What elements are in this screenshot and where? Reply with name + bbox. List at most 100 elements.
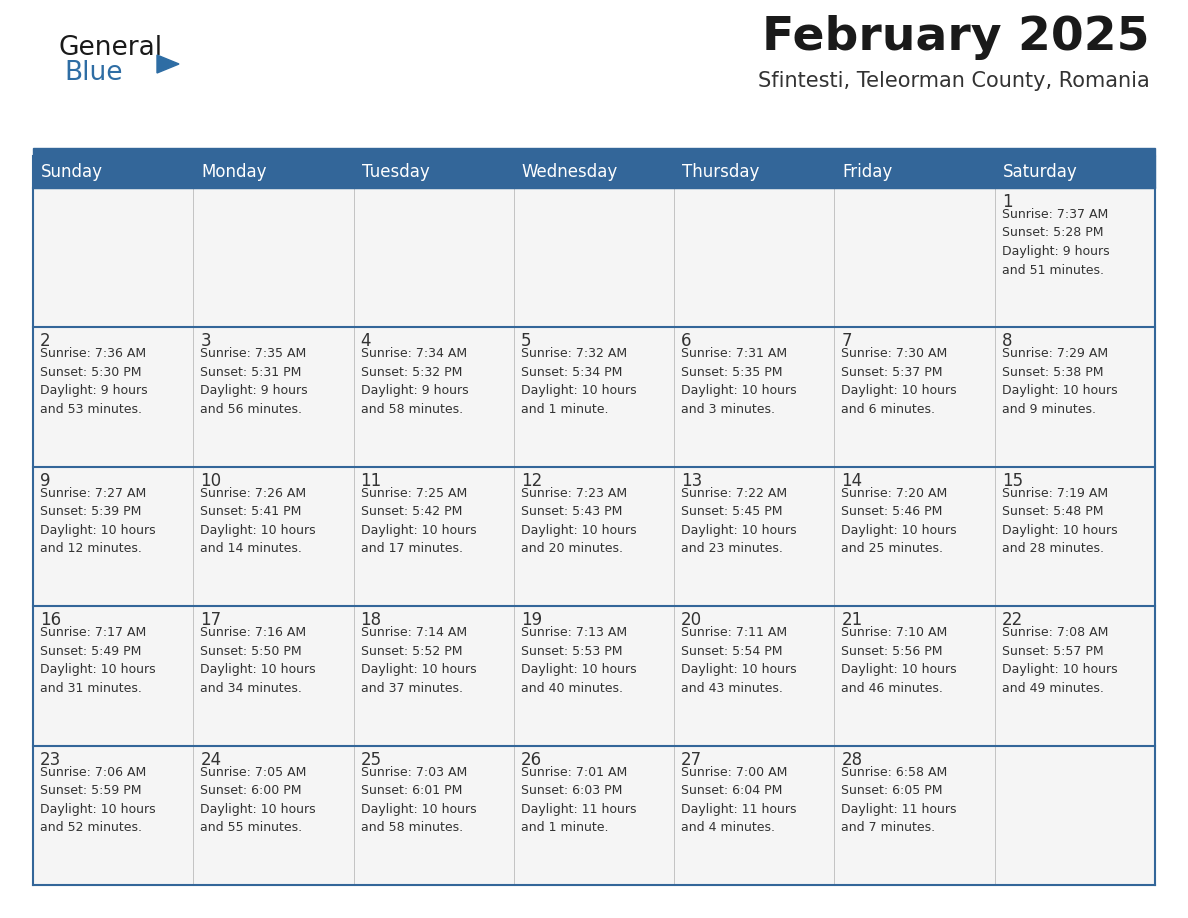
Bar — [994, 156, 1155, 188]
Bar — [354, 188, 514, 328]
Text: 15: 15 — [1001, 472, 1023, 490]
Text: Monday: Monday — [201, 163, 267, 181]
Bar — [354, 745, 514, 885]
Text: 22: 22 — [1001, 611, 1023, 629]
Bar — [834, 745, 994, 885]
Text: Sunrise: 7:01 AM
Sunset: 6:03 PM
Daylight: 11 hours
and 1 minute.: Sunrise: 7:01 AM Sunset: 6:03 PM Dayligh… — [520, 766, 637, 834]
Text: Sunrise: 7:08 AM
Sunset: 5:57 PM
Daylight: 10 hours
and 49 minutes.: Sunrise: 7:08 AM Sunset: 5:57 PM Dayligh… — [1001, 626, 1118, 695]
Text: Sunrise: 7:30 AM
Sunset: 5:37 PM
Daylight: 10 hours
and 6 minutes.: Sunrise: 7:30 AM Sunset: 5:37 PM Dayligh… — [841, 347, 958, 416]
Text: Sunrise: 7:25 AM
Sunset: 5:42 PM
Daylight: 10 hours
and 17 minutes.: Sunrise: 7:25 AM Sunset: 5:42 PM Dayligh… — [361, 487, 476, 555]
Text: 5: 5 — [520, 332, 531, 351]
Bar — [354, 606, 514, 745]
Bar — [674, 188, 834, 328]
Text: Sunrise: 7:29 AM
Sunset: 5:38 PM
Daylight: 10 hours
and 9 minutes.: Sunrise: 7:29 AM Sunset: 5:38 PM Dayligh… — [1001, 347, 1118, 416]
Text: 19: 19 — [520, 611, 542, 629]
Text: 27: 27 — [681, 751, 702, 768]
Text: Sunrise: 7:37 AM
Sunset: 5:28 PM
Daylight: 9 hours
and 51 minutes.: Sunrise: 7:37 AM Sunset: 5:28 PM Dayligh… — [1001, 208, 1110, 276]
Bar — [994, 606, 1155, 745]
Text: Friday: Friday — [842, 163, 892, 181]
Bar — [194, 606, 354, 745]
Text: 4: 4 — [361, 332, 371, 351]
Text: Sunrise: 7:14 AM
Sunset: 5:52 PM
Daylight: 10 hours
and 37 minutes.: Sunrise: 7:14 AM Sunset: 5:52 PM Dayligh… — [361, 626, 476, 695]
Text: Sunrise: 7:19 AM
Sunset: 5:48 PM
Daylight: 10 hours
and 28 minutes.: Sunrise: 7:19 AM Sunset: 5:48 PM Dayligh… — [1001, 487, 1118, 555]
Bar — [354, 466, 514, 606]
Text: Thursday: Thursday — [682, 163, 759, 181]
Text: Sunrise: 7:16 AM
Sunset: 5:50 PM
Daylight: 10 hours
and 34 minutes.: Sunrise: 7:16 AM Sunset: 5:50 PM Dayligh… — [201, 626, 316, 695]
Bar — [33, 156, 194, 188]
Bar — [33, 745, 194, 885]
Text: Sunrise: 7:11 AM
Sunset: 5:54 PM
Daylight: 10 hours
and 43 minutes.: Sunrise: 7:11 AM Sunset: 5:54 PM Dayligh… — [681, 626, 797, 695]
Text: 16: 16 — [40, 611, 61, 629]
Text: Sunrise: 7:05 AM
Sunset: 6:00 PM
Daylight: 10 hours
and 55 minutes.: Sunrise: 7:05 AM Sunset: 6:00 PM Dayligh… — [201, 766, 316, 834]
Text: Sunrise: 6:58 AM
Sunset: 6:05 PM
Daylight: 11 hours
and 7 minutes.: Sunrise: 6:58 AM Sunset: 6:05 PM Dayligh… — [841, 766, 956, 834]
Text: 2: 2 — [40, 332, 51, 351]
Text: Sunrise: 7:13 AM
Sunset: 5:53 PM
Daylight: 10 hours
and 40 minutes.: Sunrise: 7:13 AM Sunset: 5:53 PM Dayligh… — [520, 626, 637, 695]
Text: 9: 9 — [40, 472, 51, 490]
Bar — [674, 328, 834, 466]
Bar — [674, 156, 834, 188]
Text: 8: 8 — [1001, 332, 1012, 351]
Bar — [33, 328, 194, 466]
Bar — [194, 466, 354, 606]
Text: 13: 13 — [681, 472, 702, 490]
Text: 25: 25 — [361, 751, 381, 768]
Bar — [834, 328, 994, 466]
Bar — [674, 466, 834, 606]
Bar — [994, 466, 1155, 606]
Text: General: General — [58, 35, 162, 61]
Text: 6: 6 — [681, 332, 691, 351]
Text: Wednesday: Wednesday — [522, 163, 618, 181]
Text: 21: 21 — [841, 611, 862, 629]
Text: Sunday: Sunday — [42, 163, 103, 181]
Text: Sunrise: 7:20 AM
Sunset: 5:46 PM
Daylight: 10 hours
and 25 minutes.: Sunrise: 7:20 AM Sunset: 5:46 PM Dayligh… — [841, 487, 958, 555]
Bar — [33, 606, 194, 745]
Text: 11: 11 — [361, 472, 381, 490]
Text: 7: 7 — [841, 332, 852, 351]
Text: Sunrise: 7:10 AM
Sunset: 5:56 PM
Daylight: 10 hours
and 46 minutes.: Sunrise: 7:10 AM Sunset: 5:56 PM Dayligh… — [841, 626, 958, 695]
Text: 23: 23 — [40, 751, 62, 768]
Bar — [514, 745, 674, 885]
Text: 12: 12 — [520, 472, 542, 490]
Bar — [194, 188, 354, 328]
Text: 3: 3 — [201, 332, 211, 351]
Bar — [354, 328, 514, 466]
Bar — [33, 188, 194, 328]
Text: Saturday: Saturday — [1003, 163, 1078, 181]
Text: February 2025: February 2025 — [763, 15, 1150, 60]
Text: Sunrise: 7:17 AM
Sunset: 5:49 PM
Daylight: 10 hours
and 31 minutes.: Sunrise: 7:17 AM Sunset: 5:49 PM Dayligh… — [40, 626, 156, 695]
Bar — [994, 188, 1155, 328]
Text: 17: 17 — [201, 611, 221, 629]
Bar — [33, 148, 1155, 156]
Polygon shape — [157, 55, 179, 73]
Text: Sunrise: 7:34 AM
Sunset: 5:32 PM
Daylight: 9 hours
and 58 minutes.: Sunrise: 7:34 AM Sunset: 5:32 PM Dayligh… — [361, 347, 468, 416]
Text: 24: 24 — [201, 751, 221, 768]
Bar — [194, 745, 354, 885]
Text: Blue: Blue — [64, 60, 122, 86]
Text: Sunrise: 7:03 AM
Sunset: 6:01 PM
Daylight: 10 hours
and 58 minutes.: Sunrise: 7:03 AM Sunset: 6:01 PM Dayligh… — [361, 766, 476, 834]
Bar — [514, 188, 674, 328]
Text: 28: 28 — [841, 751, 862, 768]
Bar — [514, 466, 674, 606]
Text: Sunrise: 7:00 AM
Sunset: 6:04 PM
Daylight: 11 hours
and 4 minutes.: Sunrise: 7:00 AM Sunset: 6:04 PM Dayligh… — [681, 766, 797, 834]
Bar — [194, 328, 354, 466]
Text: 10: 10 — [201, 472, 221, 490]
Text: 18: 18 — [361, 611, 381, 629]
Bar — [33, 466, 194, 606]
Bar — [994, 328, 1155, 466]
Text: Sunrise: 7:35 AM
Sunset: 5:31 PM
Daylight: 9 hours
and 56 minutes.: Sunrise: 7:35 AM Sunset: 5:31 PM Dayligh… — [201, 347, 308, 416]
Text: Sunrise: 7:26 AM
Sunset: 5:41 PM
Daylight: 10 hours
and 14 minutes.: Sunrise: 7:26 AM Sunset: 5:41 PM Dayligh… — [201, 487, 316, 555]
Text: Tuesday: Tuesday — [361, 163, 429, 181]
Text: Sfintesti, Teleorman County, Romania: Sfintesti, Teleorman County, Romania — [758, 71, 1150, 91]
Bar — [514, 156, 674, 188]
Bar — [674, 745, 834, 885]
Text: Sunrise: 7:32 AM
Sunset: 5:34 PM
Daylight: 10 hours
and 1 minute.: Sunrise: 7:32 AM Sunset: 5:34 PM Dayligh… — [520, 347, 637, 416]
Bar — [834, 606, 994, 745]
Text: Sunrise: 7:23 AM
Sunset: 5:43 PM
Daylight: 10 hours
and 20 minutes.: Sunrise: 7:23 AM Sunset: 5:43 PM Dayligh… — [520, 487, 637, 555]
Bar — [834, 466, 994, 606]
Bar — [674, 606, 834, 745]
Text: Sunrise: 7:31 AM
Sunset: 5:35 PM
Daylight: 10 hours
and 3 minutes.: Sunrise: 7:31 AM Sunset: 5:35 PM Dayligh… — [681, 347, 797, 416]
Bar — [834, 156, 994, 188]
Text: 1: 1 — [1001, 193, 1012, 211]
Text: 26: 26 — [520, 751, 542, 768]
Bar — [354, 156, 514, 188]
